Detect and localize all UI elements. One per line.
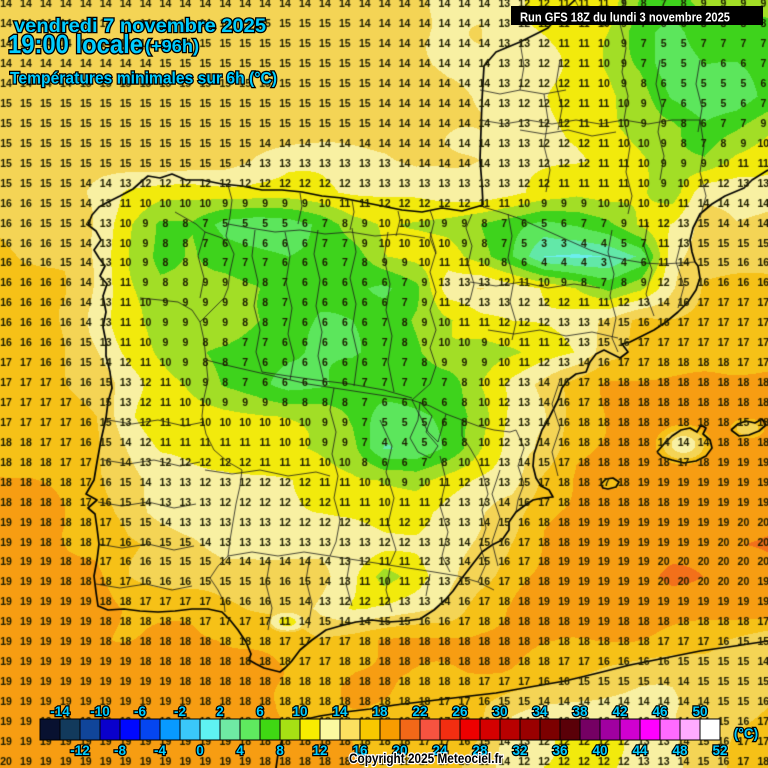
svg-text:4: 4 xyxy=(236,743,244,758)
svg-text:24: 24 xyxy=(432,743,448,758)
svg-text:38: 38 xyxy=(572,704,588,719)
svg-text:6: 6 xyxy=(256,704,264,719)
svg-text:36: 36 xyxy=(552,743,568,758)
svg-text:Run GFS 18Z du lundi 3 novembr: Run GFS 18Z du lundi 3 novembre 2025 xyxy=(520,11,730,25)
svg-text:8: 8 xyxy=(276,743,284,758)
svg-text:46: 46 xyxy=(652,704,668,719)
svg-text:50: 50 xyxy=(692,704,707,719)
svg-text:16: 16 xyxy=(352,743,368,758)
svg-text:14: 14 xyxy=(332,704,348,719)
svg-text:34: 34 xyxy=(532,704,548,719)
svg-text:44: 44 xyxy=(632,743,648,758)
svg-text:0: 0 xyxy=(196,743,204,758)
svg-text:(°C): (°C) xyxy=(734,726,758,741)
svg-text:28: 28 xyxy=(472,743,488,758)
svg-text:-8: -8 xyxy=(114,743,126,758)
svg-text:20: 20 xyxy=(392,743,407,758)
svg-text:32: 32 xyxy=(512,743,527,758)
svg-text:vendredi 7 novembre 2025: vendredi 7 novembre 2025 xyxy=(14,15,266,37)
svg-text:22: 22 xyxy=(412,704,427,719)
svg-text:52: 52 xyxy=(712,743,727,758)
svg-text:-6: -6 xyxy=(134,704,146,719)
svg-text:-10: -10 xyxy=(90,704,110,719)
svg-text:26: 26 xyxy=(452,704,468,719)
svg-text:Copyright 2025 Meteociel.fr: Copyright 2025 Meteociel.fr xyxy=(349,751,504,766)
svg-text:-14: -14 xyxy=(50,704,70,719)
svg-text:(+96h): (+96h) xyxy=(145,36,199,56)
svg-text:-12: -12 xyxy=(70,743,90,758)
svg-text:48: 48 xyxy=(672,743,688,758)
svg-text:-4: -4 xyxy=(154,743,166,758)
svg-text:30: 30 xyxy=(492,704,507,719)
svg-text:Températures minimales sur 6h: Températures minimales sur 6h (°C) xyxy=(10,70,277,88)
svg-text:-2: -2 xyxy=(174,704,186,719)
svg-text:12: 12 xyxy=(312,743,327,758)
svg-text:10: 10 xyxy=(292,704,307,719)
svg-text:2: 2 xyxy=(216,704,224,719)
svg-text:19:00 locale: 19:00 locale xyxy=(8,29,143,59)
svg-text:40: 40 xyxy=(592,743,607,758)
svg-text:18: 18 xyxy=(372,704,388,719)
svg-text:42: 42 xyxy=(612,704,627,719)
